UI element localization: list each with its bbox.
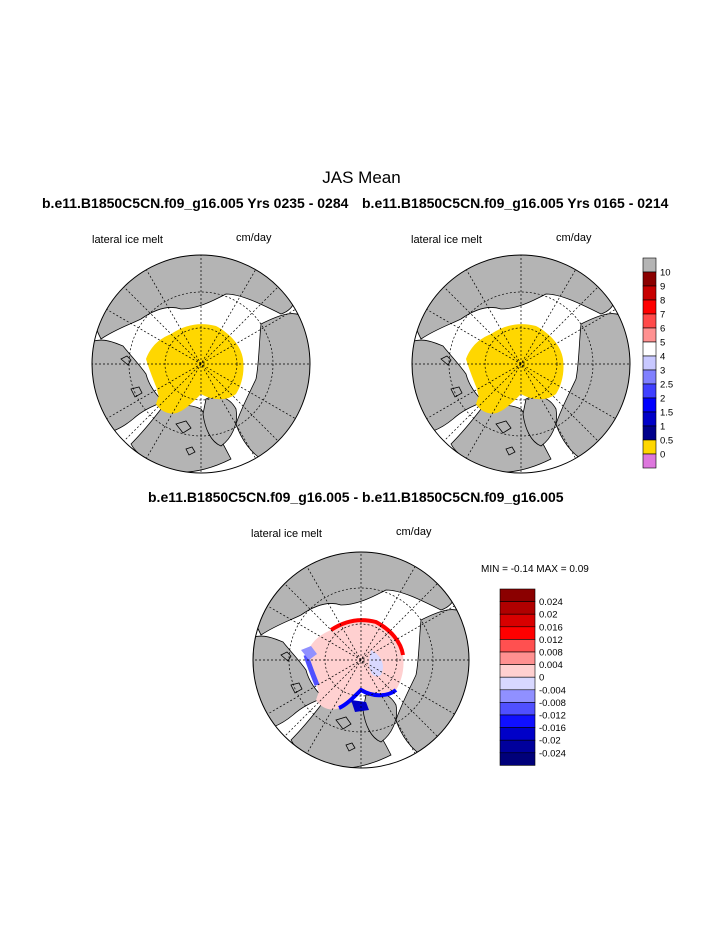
colorbar-top-tick-label: 4 — [660, 352, 665, 363]
figure-title: JAS Mean — [322, 168, 401, 187]
panel-3-title: b.e11.B1850C5CN.f09_g16.005 - b.e11.B185… — [148, 489, 564, 505]
colorbar-diff-tick-label: 0.008 — [539, 648, 563, 659]
panel-3-units-label: cm/day — [396, 526, 432, 538]
colorbar-top-tick-label: 6 — [660, 324, 665, 335]
colorbar-top-tick-label: 8 — [660, 296, 665, 307]
colorbar-diff-tick-label: -0.004 — [539, 685, 566, 696]
colorbar-top-tick-label: 2.5 — [660, 380, 673, 391]
colorbar-diff-tick-label: 0.016 — [539, 622, 563, 633]
colorbar-top-swatch — [642, 425, 657, 441]
colorbar-diff-tick-label: -0.016 — [539, 723, 566, 734]
colorbar-top-swatch — [642, 327, 657, 343]
colorbar-diff-swatch — [499, 739, 536, 754]
colorbar-diff-swatch — [499, 601, 536, 615]
colorbar-diff-swatch — [499, 626, 536, 640]
diff-stats-text: MIN = -0.14 MAX = 0.09 — [481, 564, 589, 575]
colorbar-top: 10 9 8 7 6 5 4 3 2.5 2 1.5 1 0.5 0 — [642, 257, 673, 469]
colorbar-diff-swatch — [499, 651, 536, 665]
panel-1-title: b.e11.B1850C5CN.f09_g16.005 Yrs 0235 - 0… — [42, 195, 349, 211]
colorbar-top-swatch — [642, 271, 657, 287]
panel-2-units-label: cm/day — [556, 232, 592, 244]
colorbar-diff-swatch — [499, 588, 536, 602]
panel-2-variable-label: lateral ice melt — [411, 234, 482, 246]
colorbar-diff-tick-label: -0.012 — [539, 711, 566, 722]
colorbar-diff-swatch — [499, 752, 536, 766]
colorbar-diff-tick-label: 0.02 — [539, 610, 558, 621]
panel-3-map — [252, 551, 470, 769]
colorbar-top-swatch — [642, 257, 657, 273]
colorbar-diff-swatch — [499, 664, 536, 678]
colorbar-top-tick-label: 0.5 — [660, 436, 673, 447]
colorbar-diff-swatch — [499, 639, 536, 653]
colorbar-top-swatch — [642, 369, 657, 385]
colorbar-diff-tick-label: -0.008 — [539, 698, 566, 709]
panel-1-map — [91, 254, 311, 474]
colorbar-diff-tick-label: 0.012 — [539, 635, 563, 646]
colorbar-top-swatch — [642, 453, 657, 469]
colorbar-top-tick-label: 2 — [660, 394, 665, 405]
panel-1-variable-label: lateral ice melt — [92, 234, 163, 246]
panel-3-variable-label: lateral ice melt — [251, 528, 322, 540]
panel-1-units-label: cm/day — [236, 232, 272, 244]
colorbar-diff-swatch — [499, 702, 536, 716]
colorbar-top-swatch — [642, 355, 657, 371]
colorbar-top-swatch — [642, 313, 657, 329]
colorbar-diff-tick-label: -0.024 — [539, 748, 566, 759]
colorbar-top-tick-label: 5 — [660, 338, 665, 349]
colorbar-top-swatch — [642, 397, 657, 413]
colorbar-top-swatch — [642, 383, 657, 399]
colorbar-top-tick-label: 0 — [660, 450, 665, 461]
colorbar-diff-tick-label: -0.02 — [539, 736, 561, 747]
colorbar-diff-swatch — [499, 714, 536, 728]
panel-2-map — [411, 254, 631, 474]
colorbar-diff-swatch — [499, 676, 536, 691]
colorbar-top-tick-label: 10 — [660, 268, 671, 279]
colorbar-diff-swatch — [499, 613, 536, 628]
colorbar-top-swatch — [642, 411, 657, 427]
colorbar-diff-tick-label: 0 — [539, 673, 544, 684]
colorbar-top-swatch — [642, 439, 657, 455]
colorbar-diff-swatch — [499, 727, 536, 741]
colorbar-top-tick-label: 3 — [660, 366, 665, 377]
colorbar-top-swatch — [642, 285, 657, 301]
colorbar-diff-tick-label: 0.024 — [539, 597, 563, 608]
colorbar-diff-tick-label: 0.004 — [539, 660, 563, 671]
colorbar-top-tick-label: 9 — [660, 282, 665, 293]
colorbar-diff-swatch — [499, 689, 536, 703]
colorbar-top-swatch — [642, 299, 657, 315]
colorbar-top-tick-label: 7 — [660, 310, 665, 321]
colorbar-top-tick-label: 1.5 — [660, 408, 673, 419]
colorbar-top-tick-label: 1 — [660, 422, 665, 433]
panel-2-title: b.e11.B1850C5CN.f09_g16.005 Yrs 0165 - 0… — [362, 195, 669, 211]
colorbar-top-swatch — [642, 341, 657, 357]
